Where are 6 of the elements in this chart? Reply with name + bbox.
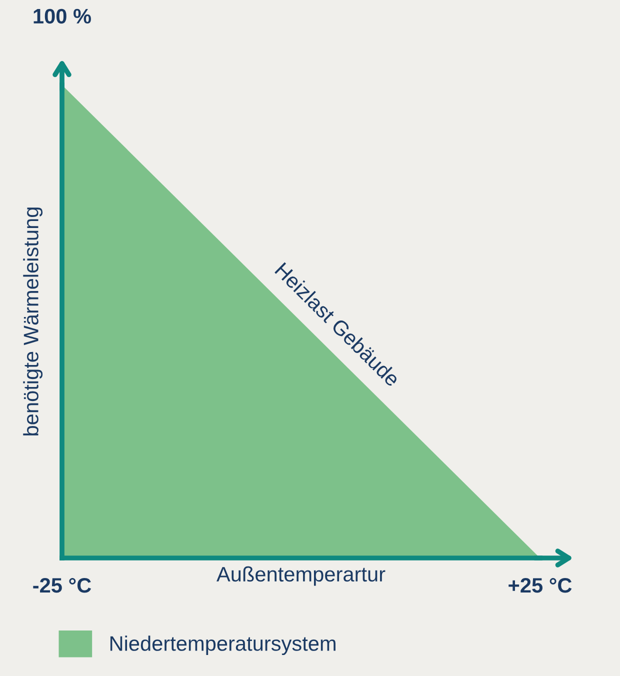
y-axis-title: benötigte Wärmeleistung [23, 208, 43, 436]
x-tick-label: +25 °C [508, 578, 572, 593]
text: 100 % [34, 8, 91, 24]
x-axis-title: Außentemperartur [216, 566, 386, 586]
x-tick-label: -25 °C [33, 578, 92, 593]
legend-label: Niedertemperatursystem [110, 636, 336, 656]
